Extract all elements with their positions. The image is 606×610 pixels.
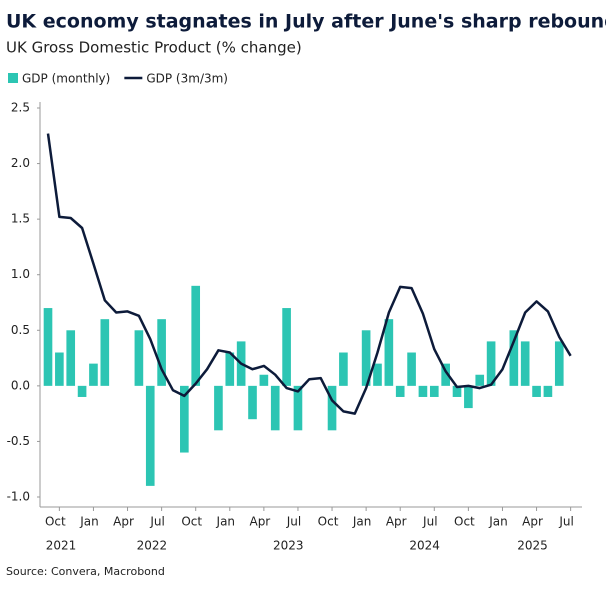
y-tick-label: 1.0 — [11, 267, 30, 281]
x-tick-label: Oct — [181, 515, 202, 529]
bar — [452, 385, 462, 397]
x-tick-label: Apr — [522, 515, 543, 529]
x-tick-label: Apr — [113, 515, 134, 529]
x-group-label: 2021 — [46, 539, 77, 553]
x-group-label: 2023 — [273, 539, 304, 553]
x-tick-label: Oct — [454, 515, 475, 529]
x-tick-label: Oct — [45, 515, 66, 529]
x-tick-label: Jan — [79, 515, 99, 529]
bar — [509, 330, 519, 386]
y-tick-label: -1.0 — [7, 490, 30, 504]
line — [46, 133, 572, 415]
bar — [554, 341, 564, 386]
bar — [418, 385, 428, 397]
y-tick-label: 1.5 — [11, 212, 30, 226]
bar — [293, 385, 303, 431]
bar — [134, 330, 144, 386]
legend-label: GDP (monthly) — [22, 72, 110, 86]
bar — [66, 330, 76, 386]
bar — [441, 363, 450, 386]
bar — [248, 385, 257, 420]
bar — [191, 285, 201, 386]
x-tick-label: Jan — [352, 515, 372, 529]
bar — [43, 308, 53, 386]
x-group-label: 2024 — [409, 539, 440, 553]
y-tick-label: 0.0 — [11, 378, 30, 392]
y-tick-label: -0.5 — [7, 434, 30, 448]
x-tick-label: Jul — [149, 515, 164, 529]
bar — [532, 385, 541, 397]
y-tick-label: 2.5 — [11, 101, 30, 115]
bar — [145, 385, 155, 486]
bar — [407, 352, 416, 386]
x-group-label: 2022 — [137, 539, 168, 553]
x-tick-label: Jan — [488, 515, 508, 529]
bar — [373, 363, 382, 386]
source: Source: Convera, Macrobond — [6, 565, 165, 578]
bar — [486, 341, 496, 386]
bar — [327, 385, 337, 431]
chart-title: UK economy stagnates in July after June'… — [6, 11, 606, 33]
y-tick-label: 0.5 — [11, 323, 30, 337]
bar — [157, 319, 166, 386]
y-tick-label: 2.0 — [11, 156, 30, 170]
bar — [180, 385, 189, 453]
x-tick-label: Jul — [286, 515, 301, 529]
x-tick-label: Jan — [216, 515, 236, 529]
bar — [77, 385, 87, 397]
bar — [464, 385, 473, 409]
x-tick-label: Jul — [422, 515, 437, 529]
bar — [361, 330, 371, 386]
x-tick-label: Apr — [249, 515, 270, 529]
x-tick-label: Apr — [386, 515, 407, 529]
bar — [225, 352, 235, 386]
x-tick-label: Oct — [318, 515, 339, 529]
bar — [270, 385, 280, 431]
x-group-label: 2025 — [517, 539, 548, 553]
bar — [100, 319, 110, 386]
chart-subtitle: UK Gross Domestic Product (% change) — [6, 39, 302, 57]
bar — [475, 374, 485, 386]
bar — [282, 308, 291, 386]
legend-label: GDP (3m/3m) — [146, 72, 228, 86]
bar — [543, 385, 553, 397]
bar — [259, 374, 269, 386]
bar — [429, 385, 439, 397]
bar — [384, 319, 394, 386]
bar — [89, 363, 98, 386]
x-tick-label: Jul — [558, 515, 573, 529]
bar — [520, 341, 530, 386]
bar — [339, 352, 348, 386]
bar — [55, 352, 64, 386]
legend-swatch — [8, 73, 18, 83]
bar — [214, 385, 223, 431]
bar — [395, 385, 405, 397]
